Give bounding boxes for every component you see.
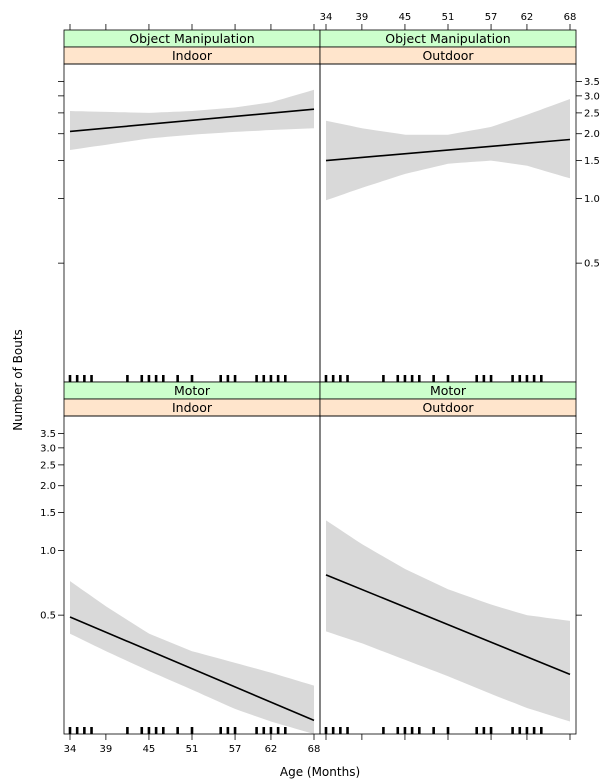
y-tick-label: 1.5 bbox=[584, 156, 600, 167]
panel-4: Motor Outdoor bbox=[319, 381, 577, 735]
y-tick-label: 1.5 bbox=[40, 508, 56, 519]
y-tick-label: 2.5 bbox=[40, 460, 56, 471]
fit-line bbox=[325, 574, 571, 676]
x-tick-label: 39 bbox=[356, 12, 369, 23]
y-tick-label: 3.5 bbox=[40, 429, 56, 440]
panel-2: Object Manipulation Outdoor bbox=[319, 29, 577, 383]
y-ticks-left-top bbox=[58, 81, 64, 264]
x-tick-label: 34 bbox=[64, 744, 77, 755]
y-axis-label: Number of Bouts bbox=[11, 329, 25, 431]
y-tick-label: 3.0 bbox=[584, 91, 600, 102]
y-tick-label: 0.5 bbox=[40, 611, 56, 622]
y-tick-label: 1.0 bbox=[584, 194, 600, 205]
strip-bottom-label: Indoor bbox=[172, 48, 213, 63]
y-ticks-right-bottom bbox=[576, 433, 582, 616]
fit-line bbox=[69, 616, 315, 722]
confidence-band bbox=[326, 520, 570, 722]
fit-line bbox=[325, 138, 571, 162]
y-tick-label: 3.0 bbox=[40, 443, 56, 454]
x-tick-label: 68 bbox=[308, 744, 321, 755]
x-tick-label: 45 bbox=[399, 12, 412, 23]
x-tick-label: 57 bbox=[485, 12, 498, 23]
x-tick-label: 51 bbox=[186, 744, 199, 755]
fit-line bbox=[69, 108, 315, 133]
x-tick-label: 51 bbox=[442, 12, 455, 23]
strip-top-label: Motor bbox=[430, 383, 467, 398]
x-ticks-top-left bbox=[69, 24, 315, 30]
strip-top-label: Object Manipulation bbox=[385, 31, 510, 46]
strip-top-label: Object Manipulation bbox=[129, 31, 254, 46]
panel-1: Object Manipulation Indoor bbox=[63, 29, 321, 383]
x-tick-label: 62 bbox=[521, 12, 534, 23]
y-tick-label: 2.0 bbox=[584, 129, 600, 140]
y-tick-label: 0.5 bbox=[584, 259, 600, 270]
panel-3: Motor Indoor bbox=[63, 381, 321, 735]
strip-bottom-label: Outdoor bbox=[422, 48, 474, 63]
x-ticks-bottom-right bbox=[325, 734, 571, 740]
strip-bottom-label: Outdoor bbox=[422, 400, 474, 415]
x-tick-label: 62 bbox=[265, 744, 278, 755]
confidence-band bbox=[70, 581, 314, 734]
x-tick-label: 39 bbox=[100, 744, 113, 755]
x-tick-label: 57 bbox=[229, 744, 242, 755]
x-tick-label: 68 bbox=[564, 12, 577, 23]
y-tick-label: 1.0 bbox=[40, 546, 56, 557]
x-tick-label: 34 bbox=[320, 12, 333, 23]
x-axis-label: Age (Months) bbox=[280, 765, 360, 779]
y-tick-label: 3.5 bbox=[584, 77, 600, 88]
x-axis-top: 34 39 45 51 57 62 68 bbox=[320, 12, 577, 30]
x-axis-bottom: 34 39 45 51 57 62 68 bbox=[64, 734, 321, 755]
strip-bottom-label: Indoor bbox=[172, 400, 213, 415]
strip-top-label: Motor bbox=[174, 383, 211, 398]
y-axis-left: 0.5 1.0 1.5 2.0 2.5 3.0 3.5 bbox=[40, 429, 64, 622]
x-tick-label: 45 bbox=[143, 744, 156, 755]
y-tick-label: 2.5 bbox=[584, 108, 600, 119]
y-tick-label: 2.0 bbox=[40, 481, 56, 492]
y-axis-right: 0.5 1.0 1.5 2.0 2.5 3.0 3.5 bbox=[576, 77, 600, 270]
